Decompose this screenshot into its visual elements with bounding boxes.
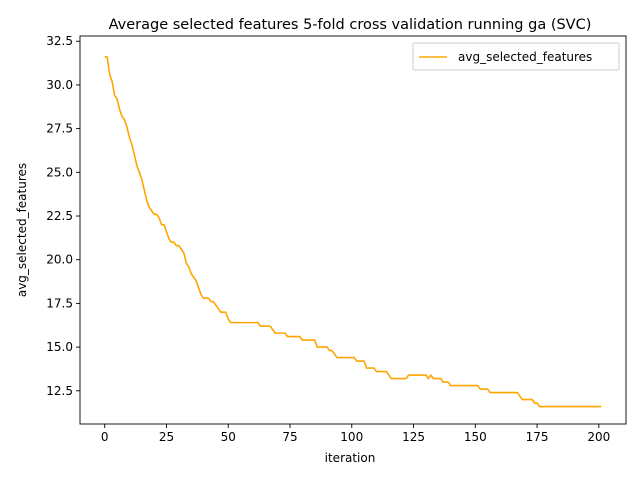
axes-frame <box>79 35 627 425</box>
x-tick-label: 0 <box>101 430 109 444</box>
y-tick-label: 17.5 <box>46 296 73 310</box>
x-tick-label: 200 <box>587 430 610 444</box>
x-tick-label: 150 <box>464 430 487 444</box>
x-tick-label: 125 <box>402 430 425 444</box>
y-tick-label: 32.5 <box>46 34 73 48</box>
legend: avg_selected_features <box>412 42 620 71</box>
y-axis-label: avg_selected_features <box>15 163 29 297</box>
series-line-avg-selected-features <box>104 56 602 408</box>
y-tick-label: 15.0 <box>46 340 73 354</box>
x-tick-label: 175 <box>526 430 549 444</box>
chart-title: Average selected features 5-fold cross v… <box>109 17 592 33</box>
x-tick-label: 50 <box>221 430 236 444</box>
y-tick-label: 30.0 <box>46 78 73 92</box>
x-tick-label: 75 <box>282 430 297 444</box>
y-tick-label: 25.0 <box>46 165 73 179</box>
y-tick-label: 20.0 <box>46 253 73 267</box>
x-tick-label: 25 <box>159 430 174 444</box>
legend-label: avg_selected_features <box>458 50 592 64</box>
y-tick-label: 22.5 <box>46 209 73 223</box>
x-tick-label: 100 <box>340 430 363 444</box>
x-axis-label: iteration <box>325 451 376 465</box>
y-tick-label: 12.5 <box>46 384 73 398</box>
y-tick-label: 27.5 <box>46 122 73 136</box>
legend-box <box>412 42 620 71</box>
plot-area: 0 25 50 75 100 125 150 175 200 12.5 15.0 17.5 20.0 22… <box>46 34 627 444</box>
